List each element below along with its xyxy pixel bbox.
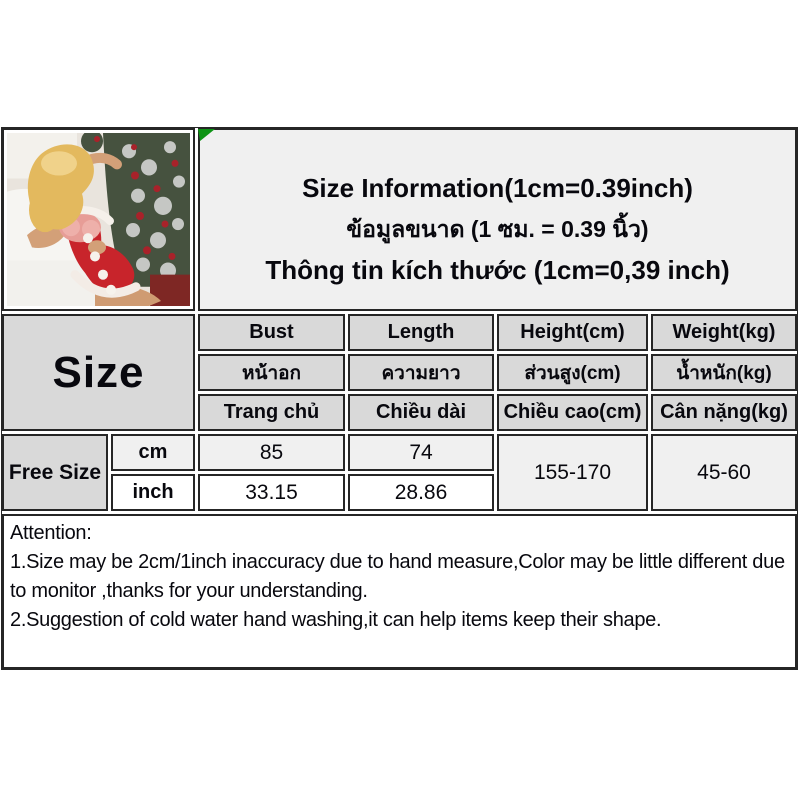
christmas-tree [81,133,190,306]
blonde-hair [27,144,94,233]
col-header-bust-en: Bust [198,314,345,351]
photo-model [27,144,161,306]
col-header-weight-en: Weight(kg) [651,314,797,351]
col-header-height-vi: Chiều cao(cm) [497,394,648,431]
attention-box: Attention: 1.Size may be 2cm/1inch inacc… [2,514,797,669]
product-photo-cell [2,128,195,311]
attention-title: Attention: [10,522,92,544]
bust-cm-value: 85 [198,434,345,471]
size-info-title: Size Information(1cm=0.39inch) ข้อมูลขนา… [198,128,797,311]
col-header-height-en: Height(cm) [497,314,648,351]
unit-cm-cell: cm [111,434,195,471]
title-line-en: Size Information(1cm=0.39inch) [302,173,693,203]
height-range-value: 155-170 [497,434,648,511]
col-header-length-en: Length [348,314,494,351]
col-header-weight-vi: Cân nặng(kg) [651,394,797,431]
col-header-weight-th: น้ำหนัก(kg) [651,354,797,391]
product-photo [7,133,190,306]
pom-pom-buttons [83,233,116,295]
bust-inch-value: 33.15 [198,474,345,511]
size-chart-sheet: Size Information(1cm=0.39inch) ข้อมูลขนา… [1,127,798,670]
col-header-height-th: ส่วนสูง(cm) [497,354,648,391]
fur-hem [70,270,141,298]
col-header-bust-vi: Trang chủ [198,394,345,431]
unit-inch-cell: inch [111,474,195,511]
col-header-bust-th: หน้าอก [198,354,345,391]
col-header-length-vi: Chiều dài [348,394,494,431]
length-inch-value: 28.86 [348,474,494,511]
size-corner-cell: Size [2,314,195,431]
size-name-cell: Free Size [2,434,108,511]
title-line-vi: Thông tin kích thước (1cm=0,39 inch) [265,255,730,285]
col-header-length-th: ความยาว [348,354,494,391]
weight-range-value: 45-60 [651,434,797,511]
attention-note-2: 2.Suggestion of cold water hand washing,… [10,609,662,631]
length-cm-value: 74 [348,434,494,471]
title-line-th: ข้อมูลขนาด (1 ซม. = 0.39 นิ้ว) [346,216,649,242]
attention-note-1: 1.Size may be 2cm/1inch inaccuracy due t… [10,551,785,602]
